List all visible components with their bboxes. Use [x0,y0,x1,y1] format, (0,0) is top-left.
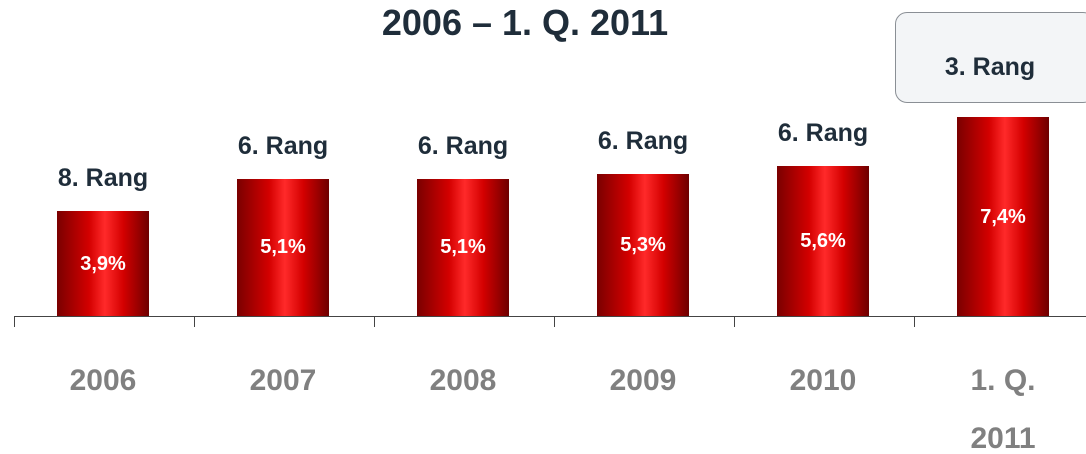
x-tick-label: 2006 [69,364,137,397]
axis-tick [554,316,555,327]
highlight-box [895,12,1086,103]
axis-tick [374,316,375,327]
bar [957,117,1049,316]
axis-tick [914,316,915,327]
rank-label: 8. Rang [57,164,149,193]
x-tick-label: 2010 [789,364,857,397]
x-tick-label: 1. Q. 2011 [970,364,1036,454]
bar [237,178,329,316]
bar [417,178,509,316]
rank-label: 6. Rang [597,126,689,155]
bar [777,165,869,316]
rank-label: 6. Rang [777,118,869,147]
value-label: 5,1% [440,236,486,259]
x-tick-label: 2007 [249,364,317,397]
value-label: 5,3% [620,233,666,256]
x-tick-label: 2009 [609,364,677,397]
rank-label: 3. Rang [944,53,1036,81]
axis-tick [734,316,735,327]
axis-tick [194,316,195,327]
value-label: 5,6% [800,229,846,252]
axis-tick [14,316,15,327]
chart-title: 2006 – 1. Q. 2011 [381,2,669,43]
bar [597,173,689,316]
rank-label: 6. Rang [237,131,329,160]
bar [57,211,149,316]
value-label: 5,1% [260,236,306,259]
value-label: 7,4% [980,205,1026,228]
x-tick-label: 2008 [429,364,497,397]
value-label: 3,9% [80,252,126,275]
rank-label: 6. Rang [417,131,509,160]
x-axis [14,316,1086,317]
